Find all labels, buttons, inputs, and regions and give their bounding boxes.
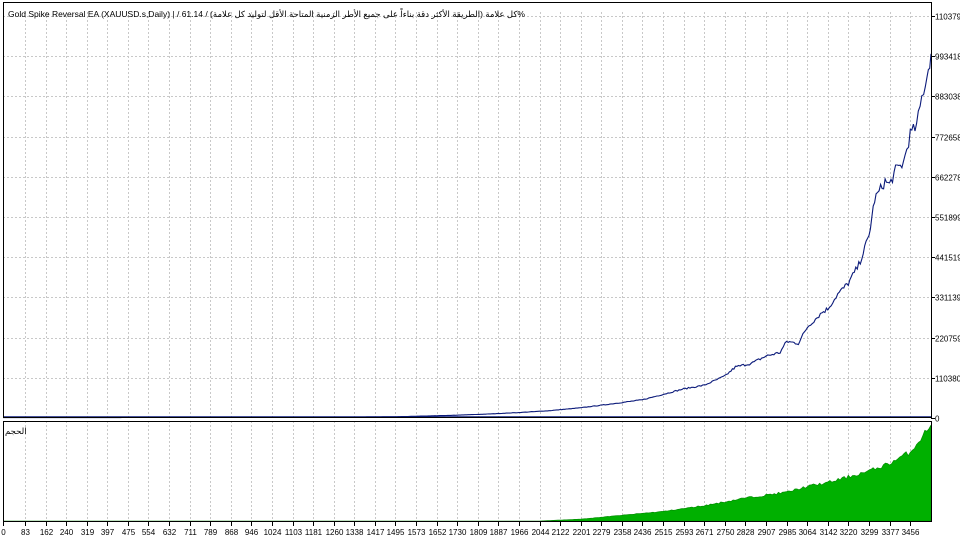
x-tick-label: 632 (163, 528, 177, 537)
x-tick-label: 554 (142, 528, 156, 537)
y-tick-label: 883038 (935, 93, 960, 102)
y-tick-label: 110380 (935, 375, 960, 384)
x-tick-label: 0 (1, 528, 6, 537)
x-tick-label: 1652 (429, 528, 447, 537)
x-tick-label: 1809 (470, 528, 488, 537)
x-tick-label: 1260 (326, 528, 344, 537)
y-tick-label: 441519 (935, 254, 960, 263)
y-tick-label: 551899 (935, 214, 960, 223)
x-tick-label: 3299 (861, 528, 879, 537)
x-tick-label: 946 (245, 528, 259, 537)
x-tick-label: 2201 (573, 528, 591, 537)
x-tick-label: 2750 (717, 528, 735, 537)
x-tick-label: 3064 (799, 528, 817, 537)
y-tick-label: 993418 (935, 53, 960, 62)
x-tick-label: 1103 (285, 528, 303, 537)
x-tick-label: 3220 (840, 528, 858, 537)
x-tick-label: 2985 (779, 528, 797, 537)
x-tick-label: 475 (122, 528, 136, 537)
x-tick-label: 1417 (367, 528, 385, 537)
x-tick-label: 1181 (305, 528, 323, 537)
x-tick-label: 2279 (593, 528, 611, 537)
volume-panel-frame (3, 421, 932, 522)
x-tick-label: 240 (60, 528, 74, 537)
x-tick-label: 2593 (676, 528, 694, 537)
x-tick-label: 2436 (634, 528, 652, 537)
y-tick-label: 220759 (935, 335, 960, 344)
x-tick-label: 2828 (737, 528, 755, 537)
x-tick-label: 1024 (264, 528, 282, 537)
main-panel-frame (3, 2, 932, 418)
x-tick-label: 3142 (820, 528, 838, 537)
y-tick-label: 1103797 (935, 13, 960, 22)
x-tick-label: 1573 (408, 528, 426, 537)
y-tick-label: 772658 (935, 134, 960, 143)
x-tick-label: 3456 (902, 528, 920, 537)
x-tick-label: 1495 (387, 528, 405, 537)
chart-title: Gold Spike Reversal EA (XAUUSD.s,Daily) … (8, 7, 525, 19)
x-tick-label: 2671 (696, 528, 714, 537)
x-tick-label: 868 (225, 528, 239, 537)
x-tick-label: 162 (40, 528, 54, 537)
volume-panel-label: الحجم (5, 426, 27, 437)
x-tick-label: 1966 (511, 528, 529, 537)
x-tick-label: 3377 (882, 528, 900, 537)
grid-layer (3, 12, 931, 521)
x-tick-label: 2515 (655, 528, 673, 537)
x-tick-label: 789 (204, 528, 218, 537)
x-tick-label: 83 (21, 528, 30, 537)
x-tick-label: 1730 (449, 528, 467, 537)
x-tick-label: 711 (184, 528, 197, 537)
y-tick-label: 0 (935, 415, 940, 424)
x-tick-label: 1338 (346, 528, 364, 537)
y-tick-label: 331139 (935, 294, 960, 303)
x-tick-label: 2907 (758, 528, 776, 537)
x-tick-label: 2358 (614, 528, 632, 537)
x-tick-label: 397 (101, 528, 115, 537)
x-tick-label: 2044 (532, 528, 550, 537)
x-tick-label: 2122 (552, 528, 570, 537)
x-tick-label: 319 (81, 528, 95, 537)
y-tick-label: 662278 (935, 174, 960, 183)
x-tick-label: 1887 (490, 528, 508, 537)
